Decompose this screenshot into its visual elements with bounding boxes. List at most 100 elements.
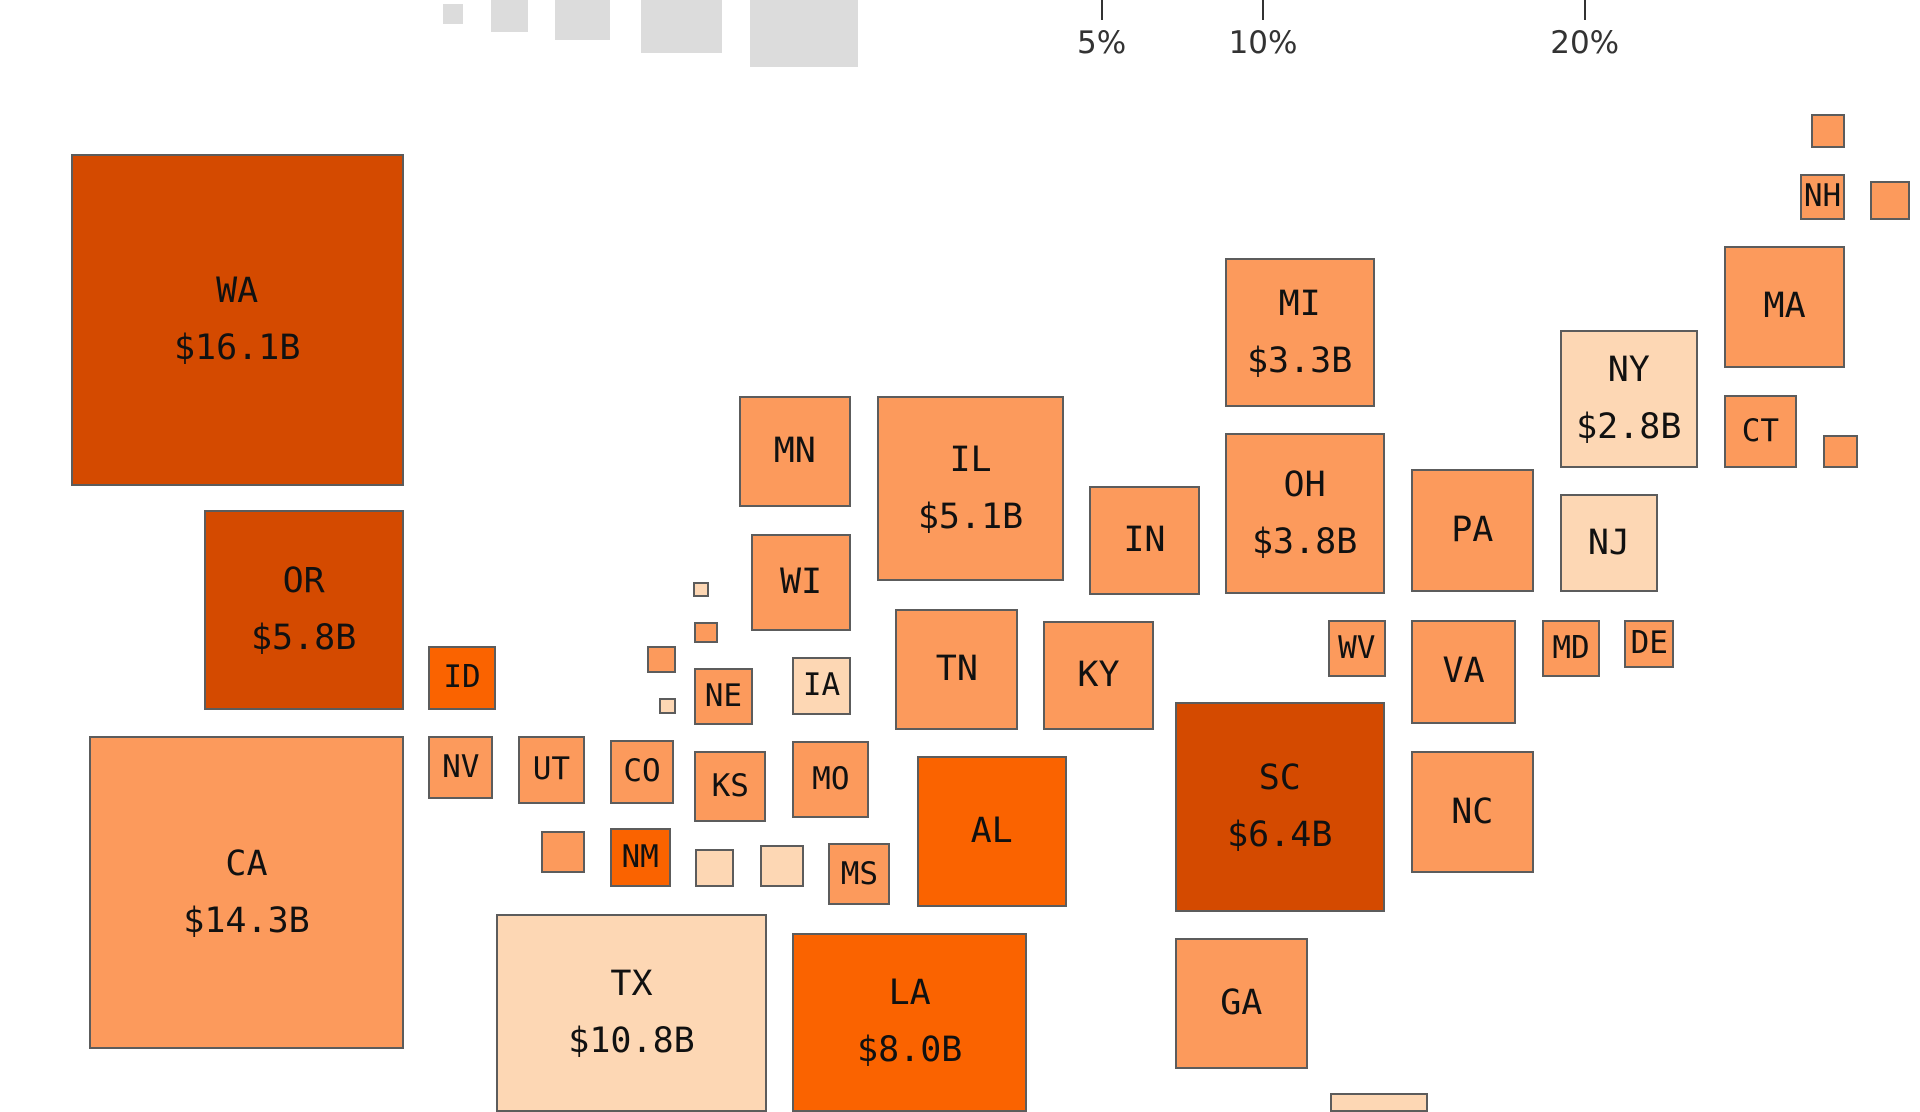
state-value: $3.8B: [1251, 521, 1358, 562]
state-tile-ma: MA: [1723, 245, 1846, 368]
state-value: $8.0B: [857, 1030, 963, 1071]
state-abbr: NY: [1607, 350, 1650, 391]
state-tile: [659, 697, 676, 715]
state-abbr: NC: [1451, 791, 1494, 832]
state-tile-ut: UT: [517, 736, 585, 804]
state-abbr: KY: [1077, 655, 1120, 696]
state-tile-wa: WA $16.1B: [70, 153, 404, 486]
state-tile-mi: MI $3.3B: [1224, 258, 1375, 408]
state-tile-wi: WI: [751, 534, 851, 631]
state-value: $5.1B: [917, 496, 1024, 537]
state-tile-mn: MN: [738, 396, 851, 507]
state-tile-ne: NE: [694, 668, 753, 726]
state-abbr: CO: [623, 753, 661, 790]
axis-tick-label: 20%: [1550, 24, 1620, 61]
state-tile: [760, 844, 804, 887]
axis-tick-mark: [1583, 0, 1586, 20]
state-abbr: OR: [282, 561, 325, 602]
legend-square: [750, 0, 859, 68]
state-tile-ia: IA: [792, 656, 851, 716]
state-abbr: MN: [773, 430, 816, 471]
state-tile-wv: WV: [1327, 619, 1386, 677]
legend-square: [443, 3, 464, 24]
axis-tick-label: 10%: [1228, 24, 1298, 61]
state-value: $2.8B: [1576, 407, 1682, 448]
state-abbr: MO: [812, 761, 850, 798]
state-abbr: MI: [1278, 283, 1321, 324]
state-value: $14.3B: [183, 900, 310, 941]
state-tile-nm: NM: [609, 828, 671, 887]
state-tile-nj: NJ: [1559, 494, 1658, 593]
tile-map: 5% 10% 20% WA $16.1B OR $5.8B CA $14.3B ID NV UT CO…: [70, 0, 1911, 1112]
state-tile: [1810, 114, 1846, 148]
state-abbr: NH: [1803, 178, 1842, 215]
state-tile-la: LA $8.0B: [792, 932, 1028, 1112]
state-tile-id: ID: [428, 645, 496, 711]
state-abbr: TX: [610, 963, 653, 1004]
state-abbr: KS: [711, 768, 749, 805]
state-value: $3.3B: [1246, 340, 1353, 381]
state-tile-ct: CT: [1723, 394, 1798, 469]
state-abbr: NM: [621, 838, 659, 875]
state-tile-ny: NY $2.8B: [1559, 330, 1698, 469]
state-value: $5.8B: [250, 618, 357, 659]
state-tile-sc: SC $6.4B: [1174, 701, 1385, 912]
state-tile-ky: KY: [1043, 620, 1154, 731]
state-tile-al: AL: [916, 756, 1067, 907]
state-tile-nh: NH: [1799, 173, 1846, 220]
legend-square: [490, 0, 528, 33]
legend-square: [555, 0, 610, 40]
state-tile: [647, 645, 676, 674]
state-abbr: NV: [442, 748, 480, 785]
state-tile-mo: MO: [792, 741, 870, 819]
state-tile-ca: CA $14.3B: [89, 736, 404, 1050]
state-abbr: GA: [1220, 982, 1263, 1023]
state-abbr: ID: [443, 659, 481, 696]
state-tile: [1870, 181, 1911, 220]
state-tile: [541, 830, 585, 874]
state-abbr: WI: [779, 561, 823, 602]
state-abbr: CA: [225, 843, 268, 884]
state-value: $16.1B: [173, 327, 301, 368]
state-abbr: OH: [1283, 464, 1326, 505]
state-abbr: IA: [802, 667, 841, 704]
state-abbr: IL: [949, 439, 992, 480]
state-abbr: WV: [1338, 629, 1376, 666]
state-abbr: LA: [888, 973, 931, 1014]
state-abbr: SC: [1258, 757, 1301, 798]
legend-square: [640, 0, 722, 54]
state-tile-ks: KS: [694, 751, 767, 823]
state-tile-tn: TN: [895, 608, 1019, 731]
state-tile-va: VA: [1410, 619, 1517, 725]
state-tile-de: DE: [1624, 619, 1675, 669]
state-abbr: PA: [1451, 510, 1494, 551]
state-abbr: MA: [1763, 286, 1806, 327]
state-abbr: AL: [970, 810, 1013, 851]
state-abbr: TN: [935, 648, 978, 689]
axis-tick-mark: [1262, 0, 1265, 20]
state-tile: [694, 622, 718, 644]
state-abbr: WA: [216, 270, 259, 311]
state-abbr: MD: [1552, 629, 1590, 666]
state-abbr: IN: [1123, 519, 1166, 560]
state-tile-nv: NV: [428, 736, 494, 799]
state-tile-ga: GA: [1174, 937, 1308, 1070]
state-tile-il: IL $5.1B: [876, 396, 1065, 582]
state-abbr: DE: [1630, 625, 1668, 662]
axis-tick-mark: [1100, 0, 1103, 20]
state-abbr: CT: [1741, 412, 1780, 449]
state-abbr: UT: [532, 751, 571, 788]
state-tile-in: IN: [1089, 485, 1200, 595]
state-tile-md: MD: [1542, 619, 1600, 677]
state-tile: [1330, 1092, 1429, 1112]
state-tile-co: CO: [609, 740, 675, 804]
state-abbr: NJ: [1587, 522, 1630, 563]
state-tile: [1823, 434, 1858, 469]
state-tile: [692, 582, 710, 598]
state-abbr: MS: [840, 855, 879, 892]
state-tile-ms: MS: [828, 843, 891, 906]
state-tile-or: OR $5.8B: [203, 510, 404, 711]
axis-tick-label: 5%: [1076, 24, 1127, 61]
state-tile-pa: PA: [1410, 469, 1534, 593]
state-value: $10.8B: [568, 1020, 695, 1061]
